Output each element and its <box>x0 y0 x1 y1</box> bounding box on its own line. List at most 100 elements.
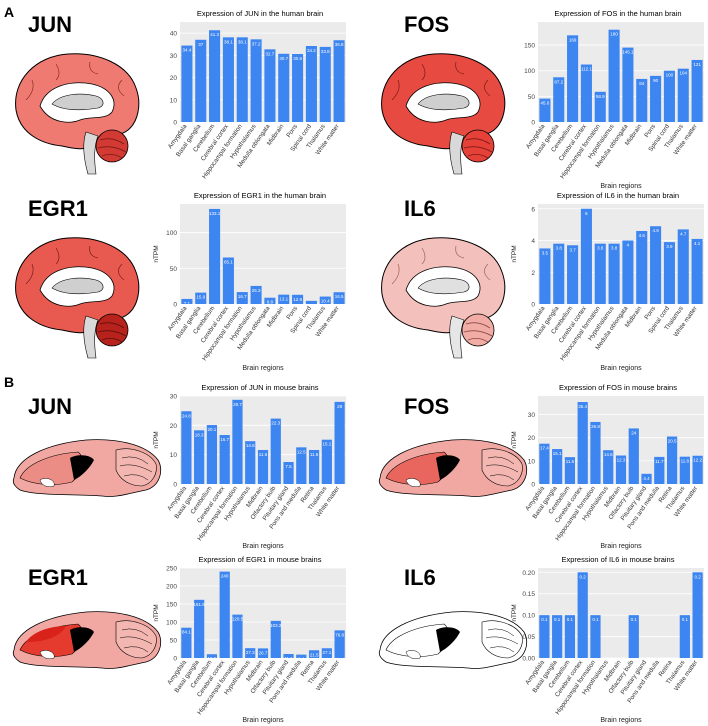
mouse-brain-jun-illustration <box>12 439 162 497</box>
y-tick-label: 30 <box>170 53 178 60</box>
y-axis-label: nTPM <box>511 431 518 448</box>
y-tick-label: 0.00 <box>522 656 535 663</box>
chart-title: Expression of EGR1 in mouse brains <box>199 555 322 564</box>
x-axis-label: Brain regions <box>600 365 642 372</box>
bar-value-label: 84 <box>639 81 645 86</box>
bar <box>577 402 588 484</box>
bar-value-label: 16.7 <box>220 437 229 442</box>
bar-value-label: 15.9 <box>196 295 205 300</box>
bar-value-label: 27.1 <box>322 650 331 655</box>
bar <box>181 627 192 658</box>
bar-value-label: 133.1 <box>209 211 221 216</box>
bar <box>181 45 193 122</box>
bar-value-label: 4.6 <box>639 233 646 238</box>
bar-value-label: 36.8 <box>335 42 344 47</box>
bar-value-label: 103.2 <box>270 623 282 628</box>
y-tick-label: 0 <box>531 302 535 309</box>
bar-value-label: 17.4 <box>540 446 549 451</box>
y-tick-label: 4 <box>531 238 535 245</box>
bar <box>622 240 634 304</box>
plot-area <box>538 22 704 122</box>
bar <box>654 456 665 484</box>
bar-value-label: 4 <box>627 243 630 248</box>
chart-title: Expression of IL6 in the human brain <box>557 191 679 200</box>
bar-value-label: 4.4 <box>308 303 315 308</box>
bar-value-label: 34.2 <box>307 48 316 53</box>
bar-value-label: 0.1 <box>541 617 548 622</box>
chart-mouse-fos: Expression of FOS in mouse brains 0 10 20 30… <box>511 383 704 550</box>
mouse-brain-fos-illustration <box>378 439 528 497</box>
bar <box>206 425 218 484</box>
chart-title: Expression of IL6 in mouse brains <box>562 555 675 564</box>
bar-value-label: 11.6 <box>566 459 575 464</box>
bar <box>292 294 304 304</box>
bar-value-label: 3.5 <box>542 250 549 255</box>
y-axis-label: nTPM <box>153 604 160 621</box>
bar <box>553 243 565 304</box>
bar <box>181 411 192 484</box>
bar <box>219 571 230 658</box>
y-tick-label: 150 <box>524 43 535 50</box>
y-tick-label: 0.15 <box>522 591 535 598</box>
x-axis-label: Brain regions <box>600 183 642 190</box>
bar <box>580 208 592 304</box>
bar-value-label: 0.1 <box>682 617 689 622</box>
bar <box>278 53 290 122</box>
bar-value-label: 24 <box>631 430 637 435</box>
bar-value-label: 76.8 <box>335 632 344 637</box>
chart-human-il6: Expression of IL6 in the human brain 0 2 4 6… <box>511 191 704 372</box>
bar <box>194 430 205 484</box>
y-tick-label: 20 <box>170 75 178 82</box>
bar-value-label: 104 <box>679 71 687 76</box>
bar-value-label: 12.3 <box>617 458 626 463</box>
y-tick-label: 0 <box>531 482 535 489</box>
y-tick-label: 10 <box>170 97 178 104</box>
bar <box>305 300 317 304</box>
bar-value-label: 28 <box>337 404 343 409</box>
bar <box>577 572 588 658</box>
chart-human-egr1: Expression of EGR1 in the human brain 0 50… <box>153 191 346 372</box>
bar <box>590 421 601 484</box>
y-tick-label: 0.20 <box>522 570 535 577</box>
gene-label-human-jun: JUN <box>28 12 73 37</box>
bar <box>209 30 221 122</box>
y-tick-label: 0.10 <box>522 613 535 620</box>
bar-value-label: 22.3 <box>271 421 280 426</box>
y-tick-label: 30 <box>170 394 178 401</box>
y-tick-label: 50 <box>528 94 536 101</box>
plot-area <box>180 204 346 304</box>
bar <box>692 572 703 658</box>
bar-value-label: 24.8 <box>182 413 191 418</box>
bar <box>308 650 320 658</box>
bar-value-label: 14.6 <box>246 443 255 448</box>
bar-value-label: 11.6 <box>259 452 268 457</box>
y-tick-label: 10 <box>528 458 536 465</box>
bar-value-label: 0.2 <box>694 574 701 579</box>
bar <box>333 292 345 304</box>
bar <box>677 68 689 122</box>
bar-value-label: 16.7 <box>238 294 247 299</box>
bar <box>628 615 639 658</box>
gene-label-human-fos: FOS <box>404 12 450 37</box>
bar <box>622 47 634 122</box>
bar <box>539 98 551 122</box>
bar <box>663 242 675 304</box>
bar-value-label: 30.7 <box>279 56 288 61</box>
bar-value-label: 112.1 <box>581 67 592 72</box>
y-tick-label: 10 <box>170 452 178 459</box>
y-tick-label: 20 <box>528 435 536 442</box>
y-axis-label: nTPM <box>511 604 518 621</box>
chart-title: Expression of FOS in mouse brains <box>559 383 677 392</box>
bar-value-label: 240 <box>221 574 229 579</box>
bar-value-label: 180 <box>610 32 618 37</box>
x-axis-label: Brain regions <box>600 717 642 724</box>
bar <box>245 648 256 658</box>
gene-label-mouse-il6: IL6 <box>404 565 436 590</box>
y-tick-label: 250 <box>166 566 177 573</box>
plot-area <box>538 568 704 658</box>
bar <box>219 435 230 484</box>
bar <box>222 37 234 122</box>
bar <box>539 248 551 304</box>
x-axis-label: Brain regions <box>600 543 642 550</box>
bar <box>264 49 276 123</box>
